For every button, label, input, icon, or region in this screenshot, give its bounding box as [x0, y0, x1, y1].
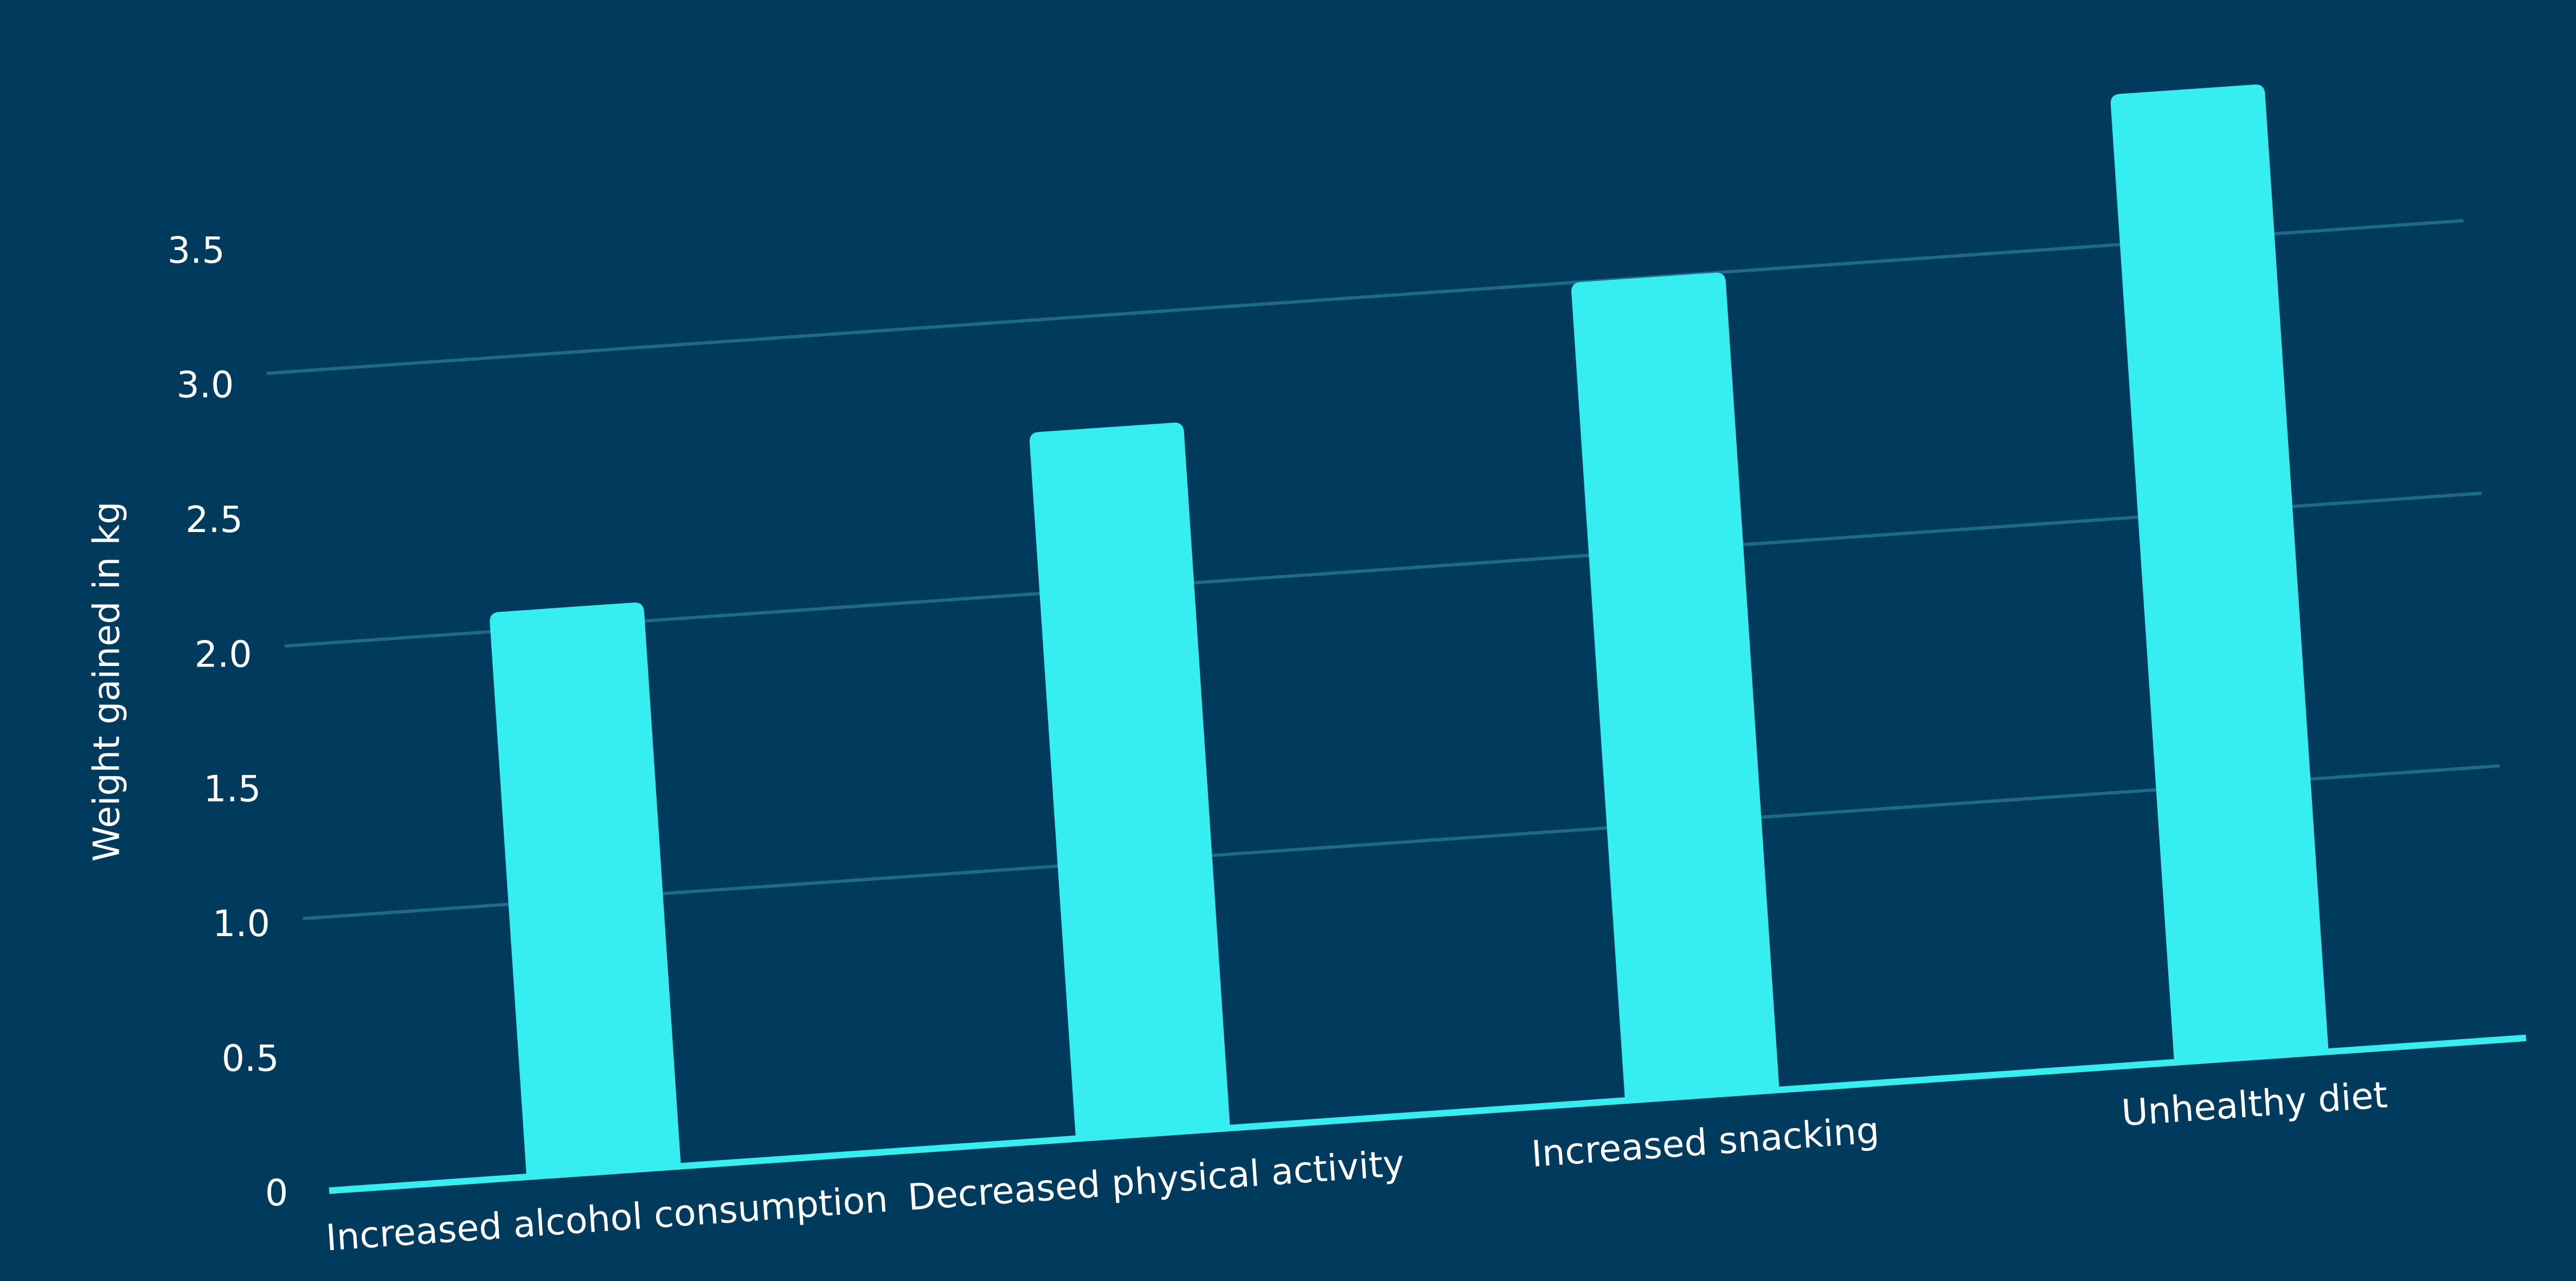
- x-axis-line: [329, 1034, 2527, 1194]
- grid-line: [266, 219, 2464, 375]
- y-axis-label: Weight gained in kg: [85, 502, 127, 862]
- y-tick-label: 3.5: [168, 229, 225, 271]
- y-tick-label: 3.0: [176, 364, 234, 406]
- bar: [2110, 84, 2329, 1062]
- y-tick-label: 1.5: [203, 768, 261, 810]
- y-tick-label: 0: [265, 1172, 288, 1214]
- y-tick-label: 0.5: [222, 1037, 279, 1079]
- y-tick-label: 2.0: [195, 633, 252, 675]
- y-tick-label: 1.0: [213, 902, 270, 945]
- grid-line: [285, 491, 2482, 648]
- bar: [490, 603, 681, 1177]
- bar: [1029, 422, 1230, 1139]
- grid-line: [303, 764, 2500, 920]
- bar: [1571, 272, 1780, 1101]
- y-tick-label: 2.5: [185, 498, 243, 541]
